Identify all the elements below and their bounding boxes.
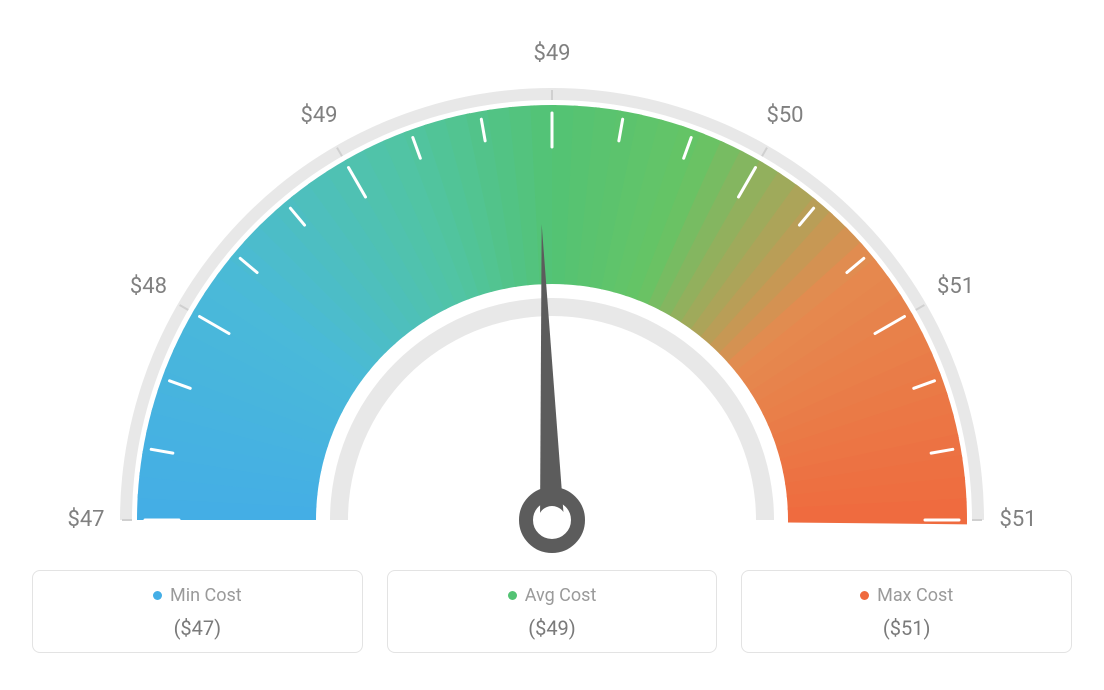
legend-value: ($47)	[33, 616, 362, 640]
legend-row: Min Cost ($47) Avg Cost ($49) Max Cost (…	[32, 570, 1072, 653]
gauge-svg: $47 $48 $49 $49 $50 $51 $51	[32, 20, 1072, 580]
legend-value: ($51)	[742, 616, 1071, 640]
legend-card-min: Min Cost ($47)	[32, 570, 363, 653]
dot-icon	[860, 591, 869, 600]
gauge-tick-label: $49	[300, 103, 337, 128]
legend-label: Max Cost	[877, 585, 953, 606]
dot-icon	[508, 591, 517, 600]
gauge-tick-label: $48	[130, 274, 167, 299]
legend-card-max: Max Cost ($51)	[741, 570, 1072, 653]
gauge-tick-label: $51	[999, 507, 1036, 532]
gauge-tick-label: $51	[937, 274, 974, 299]
dot-icon	[153, 591, 162, 600]
legend-label: Avg Cost	[525, 585, 597, 606]
legend-label: Min Cost	[170, 585, 242, 606]
gauge-tick-label: $47	[67, 507, 104, 532]
gauge-tick-label: $49	[533, 41, 570, 66]
cost-gauge: $47 $48 $49 $49 $50 $51 $51	[32, 20, 1072, 580]
gauge-tick-label: $50	[766, 103, 803, 128]
legend-value: ($49)	[388, 616, 717, 640]
legend-card-avg: Avg Cost ($49)	[387, 570, 718, 653]
